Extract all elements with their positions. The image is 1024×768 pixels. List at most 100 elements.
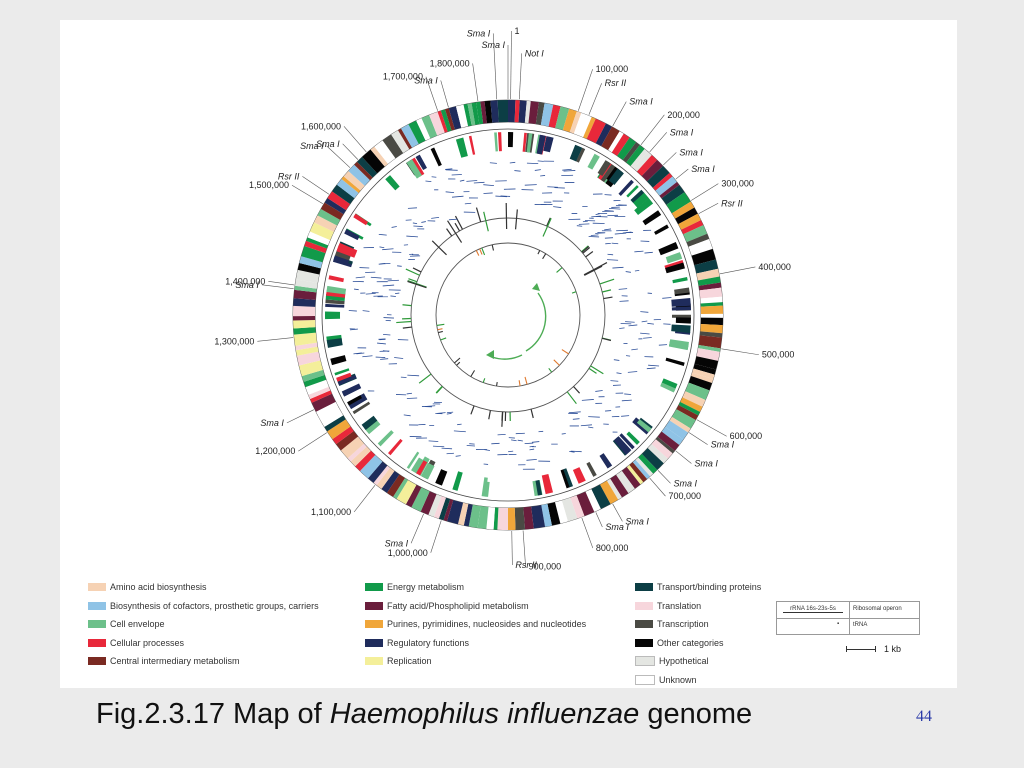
- outer-gene-segment: [659, 181, 680, 199]
- scatter-mark: [607, 253, 614, 256]
- label-leader: [510, 31, 512, 100]
- restriction-site-label: Sma I: [300, 141, 324, 151]
- scatter-mark: [569, 450, 575, 453]
- outer-gene-segment: [486, 507, 496, 530]
- legend-swatch: [88, 638, 106, 647]
- outer-gene-segment: [457, 502, 469, 526]
- outer-gene-segment: [340, 436, 365, 459]
- scale-bar-line: [846, 646, 876, 652]
- middle-tick: [396, 320, 412, 324]
- legend-item: Translation: [635, 601, 701, 611]
- scatter-mark: [648, 364, 660, 367]
- legend-swatch: [88, 583, 106, 591]
- scatter-mark: [647, 322, 654, 325]
- second-gene-segment: [636, 419, 652, 433]
- middle-tick: [546, 217, 552, 227]
- scatter-mark: [355, 276, 366, 279]
- label-leader: [578, 69, 593, 111]
- second-gene-segment: [435, 469, 448, 486]
- scatter-mark: [643, 337, 652, 339]
- second-gene-segment: [334, 250, 351, 262]
- scatter-mark: [362, 310, 370, 312]
- outer-gene-segment: [696, 348, 720, 361]
- second-gene-segment: [674, 287, 690, 295]
- outer-gene-segment: [294, 285, 317, 293]
- outer-gene-segment: [698, 335, 722, 349]
- coordinate-label: 200,000: [667, 110, 700, 120]
- outer-gene-segment: [433, 496, 446, 519]
- outer-gene-segment: [355, 450, 376, 471]
- outer-gene-segment: [294, 279, 318, 289]
- outer-gene-segment: [699, 331, 723, 338]
- inner-tick: [436, 323, 445, 326]
- outer-gene-segment: [548, 104, 561, 128]
- inner-tick: [437, 328, 443, 331]
- restriction-site-label: Rsr II: [515, 560, 537, 570]
- scatter-mark: [604, 228, 612, 231]
- restriction-site-label: Sma I: [605, 522, 629, 532]
- label-leader: [612, 503, 623, 522]
- scatter-mark: [534, 169, 541, 171]
- outer-gene-segment: [309, 222, 334, 241]
- label-leader: [291, 184, 324, 205]
- second-gene-segment: [344, 229, 360, 241]
- outer-gene-segment: [368, 461, 388, 483]
- outer-gene-segment: [310, 390, 332, 403]
- coordinate-label: 900,000: [529, 561, 562, 571]
- middle-tick: [412, 267, 422, 273]
- scatter-mark: [631, 348, 638, 351]
- scatter-mark: [413, 225, 423, 227]
- outer-gene-segment: [347, 443, 367, 462]
- scatter-mark: [446, 412, 452, 415]
- inner-tick: [571, 291, 577, 294]
- label-leader: [268, 281, 295, 286]
- coordinate-label: 1,400,000: [225, 276, 265, 286]
- middle-tick: [501, 411, 504, 421]
- label-leader: [688, 432, 708, 445]
- scatter-mark: [580, 424, 592, 427]
- outer-gene-segment: [299, 360, 323, 377]
- replication-arrows: [486, 283, 547, 360]
- legend-label: Cellular processes: [110, 637, 185, 648]
- scatter-mark: [640, 332, 650, 335]
- second-gene-segment: [600, 164, 616, 183]
- second-gene-segment: [333, 255, 350, 265]
- scatter-mark: [561, 433, 566, 435]
- second-gene-segment: [325, 299, 345, 305]
- scatter-mark: [572, 418, 580, 420]
- outer-gene-segment: [698, 344, 721, 352]
- outer-gene-segment: [463, 103, 472, 127]
- middle-tick-inner: [415, 283, 427, 289]
- outer-gene-segment: [306, 237, 329, 249]
- scatter-mark: [412, 222, 418, 224]
- outer-gene-segment: [700, 313, 723, 318]
- restriction-site-label: Sma I: [691, 164, 715, 174]
- scatter-mark: [453, 430, 466, 433]
- label-leader: [257, 337, 294, 342]
- middle-tick: [515, 209, 518, 219]
- label-leader: [663, 152, 677, 166]
- outer-gene-segment: [490, 100, 499, 123]
- scatter-mark: [489, 162, 497, 164]
- outer-gene-segment: [429, 111, 445, 136]
- restriction-site-label: Sma I: [235, 280, 259, 290]
- outer-gene-segment: [299, 256, 323, 269]
- scatter-mark: [588, 426, 594, 429]
- scatter-mark: [387, 279, 399, 282]
- scatter-mark: [610, 380, 619, 382]
- legend-swatch: [635, 674, 655, 685]
- scatter-mark: [591, 215, 602, 218]
- outer-gene-segment: [301, 369, 325, 382]
- outer-gene-segment: [311, 393, 336, 412]
- outer-gene-segment: [693, 363, 716, 375]
- legend-label: Translation: [657, 600, 702, 611]
- legend-swatch: [635, 620, 653, 628]
- second-gene-segment: [361, 415, 378, 431]
- outer-gene-segment: [541, 503, 552, 527]
- outer-gene-segment: [348, 164, 370, 186]
- scatter-mark: [395, 292, 400, 295]
- second-gene-segment: [406, 451, 420, 469]
- scatter-mark: [611, 242, 619, 245]
- legend-label: Cell envelope: [110, 619, 165, 629]
- outer-gene-segment: [362, 149, 385, 174]
